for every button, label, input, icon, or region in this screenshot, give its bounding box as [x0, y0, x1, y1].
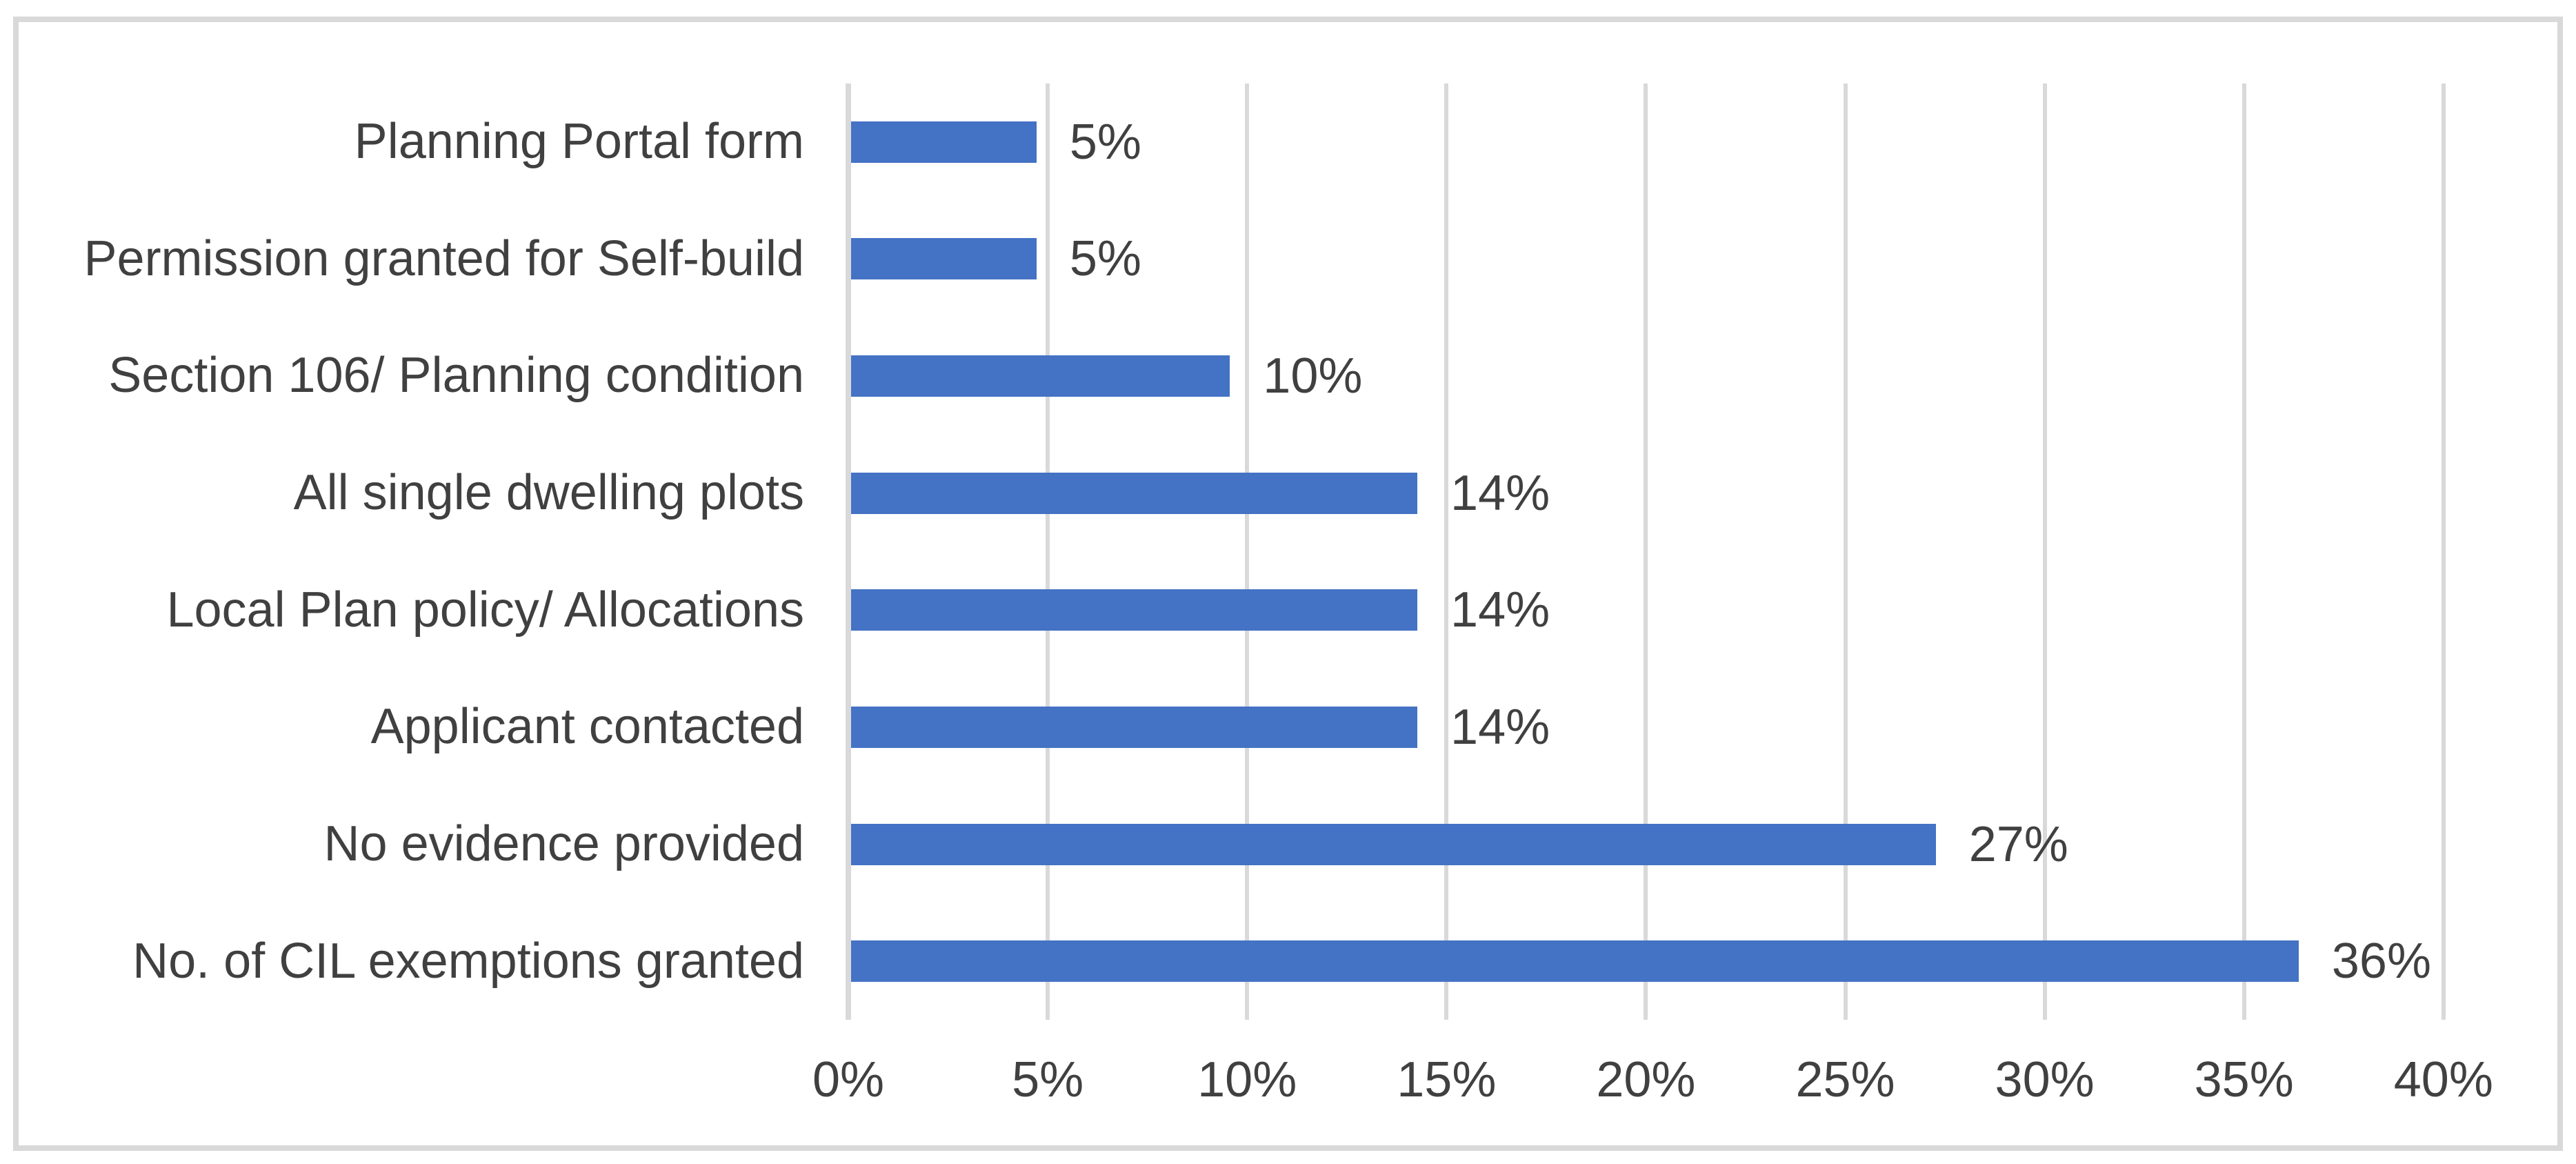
- gridline: [1843, 83, 1848, 1020]
- gridline: [1046, 83, 1050, 1020]
- category-label: Planning Portal form: [354, 114, 804, 170]
- gridline: [1245, 83, 1250, 1020]
- category-label: Permission granted for Self-build: [83, 230, 805, 286]
- value-label: 14%: [1450, 465, 1550, 521]
- value-label: 14%: [1450, 582, 1550, 638]
- bar: [851, 238, 1037, 280]
- category-label: Applicant contacted: [370, 699, 804, 755]
- gridline: [2441, 83, 2446, 1020]
- x-tick-label: 10%: [1197, 1052, 1297, 1107]
- category-label: Local Plan policy/ Allocations: [166, 582, 804, 638]
- x-tick-label: 0%: [812, 1052, 885, 1107]
- bar: [851, 589, 1418, 631]
- x-tick-label: 25%: [1795, 1052, 1895, 1107]
- bar: [851, 121, 1037, 163]
- x-tick-label: 5%: [1012, 1052, 1084, 1107]
- gridline: [2042, 83, 2047, 1020]
- y-axis-line: [846, 83, 851, 1020]
- category-label: No evidence provided: [323, 816, 804, 871]
- category-label: Section 106/ Planning condition: [108, 348, 804, 404]
- bar: [851, 355, 1230, 397]
- category-label: All single dwelling plots: [293, 465, 804, 521]
- value-label: 5%: [1069, 231, 1141, 287]
- bar: [851, 706, 1418, 748]
- gridline: [1644, 83, 1648, 1020]
- x-tick-label: 40%: [2393, 1052, 2493, 1107]
- value-label: 27%: [1968, 816, 2068, 872]
- gridline: [2241, 83, 2246, 1020]
- bar: [851, 823, 1936, 865]
- value-label: 36%: [2331, 934, 2431, 989]
- category-label: No. of CIL exemptions granted: [132, 933, 804, 989]
- value-label: 10%: [1263, 348, 1363, 404]
- gridline: [1444, 83, 1449, 1020]
- bar: [851, 472, 1418, 514]
- x-tick-label: 15%: [1397, 1052, 1497, 1107]
- value-label: 14%: [1450, 699, 1550, 755]
- bar: [851, 940, 2299, 983]
- x-tick-label: 30%: [1995, 1052, 2095, 1107]
- x-tick-label: 35%: [2194, 1052, 2294, 1107]
- value-label: 5%: [1069, 114, 1141, 170]
- x-tick-label: 20%: [1596, 1052, 1696, 1107]
